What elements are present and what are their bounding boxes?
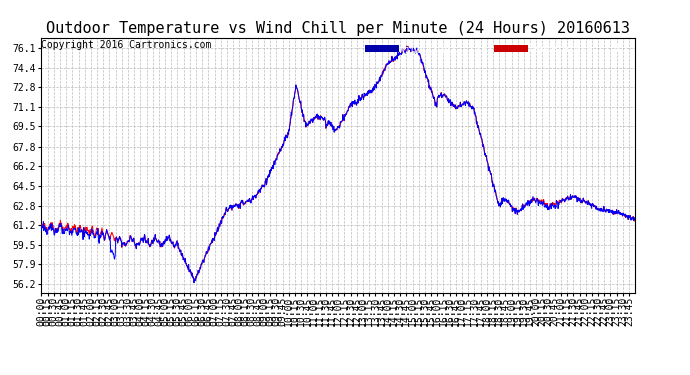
Text: Copyright 2016 Cartronics.com: Copyright 2016 Cartronics.com (41, 40, 212, 50)
Legend: Wind Chill  (°F), Temperature  (°F): Wind Chill (°F), Temperature (°F) (363, 42, 630, 56)
Title: Outdoor Temperature vs Wind Chill per Minute (24 Hours) 20160613: Outdoor Temperature vs Wind Chill per Mi… (46, 21, 630, 36)
